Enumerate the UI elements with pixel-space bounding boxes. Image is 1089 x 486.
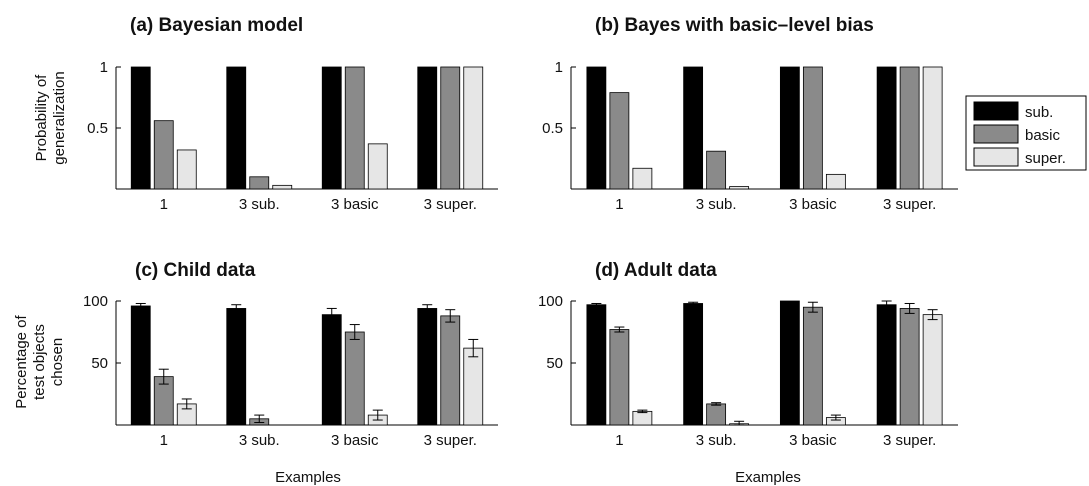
panel-b-ytick-label: 0.5: [542, 120, 563, 137]
panel-c-ytick-label: 50: [91, 355, 108, 372]
panel-c-bar-1-sub: [130, 305, 151, 426]
panel-a-bar-3-basic-sub: [321, 66, 342, 190]
panel-c-bar-3-basic-sub: [321, 314, 342, 426]
panel-a-plot: 0.5 1 1 3 sub. 3 basic 3 super.: [87, 59, 498, 213]
panel-d-bar-3-sub-sub: [683, 303, 704, 426]
panel-d-ytick-label: 100: [538, 293, 563, 310]
legend: sub. basic super.: [965, 95, 1087, 171]
panel-a-ylabel-line-1: Probability of: [33, 74, 50, 162]
panel-b-bar-3-sub-sub: [683, 66, 704, 190]
panel-d-xtick-label-3-sub: 3 sub.: [696, 432, 737, 449]
legend-swatch-sub: [973, 101, 1019, 121]
panel-a-ytick-label: 1: [100, 59, 108, 76]
panel-a-xtick-label-3-super: 3 super.: [424, 196, 477, 213]
panel-d-xlabel: Examples: [735, 469, 801, 486]
panel-a-ylabel-line-2: generalization: [51, 71, 68, 164]
panel-a-xtick-label-1: 1: [160, 196, 168, 213]
panel-c-plot: 50 100 1 3 sub. 3 basic 3 super.: [83, 293, 498, 449]
panel-d-bar-1-super: [632, 410, 653, 426]
panel-c-xtick-label-1: 1: [160, 432, 168, 449]
panel-d-plot: 50 100 1 3 sub. 3 basic 3 super.: [538, 293, 958, 449]
panel-b-bar-3-sub-super: [729, 186, 750, 190]
panel-b-bar-3-super-sub: [876, 66, 897, 190]
panel-d-bar-1-basic: [609, 329, 630, 426]
panel-d-title: (d) Adult data: [595, 260, 717, 281]
panel-a-bar-3-super-super: [463, 66, 484, 190]
panel-b-xtick-label-1: 1: [615, 196, 623, 213]
panel-a-bar-3-super-sub: [417, 66, 438, 190]
panel-c-xtick-label-3-super: 3 super.: [424, 432, 477, 449]
panel-d-bar-3-sub-basic: [706, 403, 727, 426]
panel-c-xtick-label-3-basic: 3 basic: [331, 432, 379, 449]
panel-b-title: (b) Bayes with basic–level bias: [595, 15, 874, 36]
legend-label-sub: sub.: [1025, 104, 1053, 121]
panel-d-bar-1-sub: [586, 304, 607, 426]
panel-c-ytick-label: 100: [83, 293, 108, 310]
panel-d-xtick-label-3-super: 3 super.: [883, 432, 936, 449]
panel-b-bar-3-basic-basic: [802, 66, 823, 190]
panel-d-bar-3-basic-basic: [802, 306, 823, 426]
panel-c-title: (c) Child data: [135, 260, 256, 281]
panel-b-bar-3-sub-basic: [706, 150, 727, 190]
panel-a-bar-1-sub: [130, 66, 151, 190]
panel-a-bar-3-basic-basic: [344, 66, 365, 190]
panel-d-bar-3-basic-sub: [779, 300, 800, 426]
panel-d-bar-3-super-basic: [899, 308, 920, 426]
legend-swatch-basic: [973, 124, 1019, 144]
panel-b-bar-1-super: [632, 167, 653, 190]
panel-a-bar-1-basic: [153, 120, 174, 190]
panel-b-xtick-label-3-basic: 3 basic: [789, 196, 837, 213]
panel-d: (d) Adult data Examples 50 100 1 3 sub. 3 ba…: [538, 260, 958, 486]
panel-a-bar-3-sub-sub: [226, 66, 247, 190]
panel-b-ytick-label: 1: [555, 59, 563, 76]
panel-b-bar-1-basic: [609, 92, 630, 190]
panel-a-bar-3-sub-basic: [249, 176, 270, 190]
panel-b-xtick-label-3-super: 3 super.: [883, 196, 936, 213]
panel-b-bar-3-basic-super: [825, 173, 846, 190]
panel-c-bar-3-basic-basic: [344, 331, 365, 426]
panel-a-xtick-label-3-basic: 3 basic: [331, 196, 379, 213]
panel-a-ytick-label: 0.5: [87, 120, 108, 137]
panel-b-bar-3-super-basic: [899, 66, 920, 190]
legend-label-basic: basic: [1025, 127, 1061, 144]
panel-a-bar-3-super-basic: [440, 66, 461, 190]
panel-c-ylabel-line-3: chosen: [49, 338, 66, 386]
panel-c-bar-3-super-sub: [417, 308, 438, 426]
panel-c-bar-3-sub-sub: [226, 308, 247, 426]
panel-b-xtick-label-3-sub: 3 sub.: [696, 196, 737, 213]
panel-b-bar-1-sub: [586, 66, 607, 190]
panel-d-xtick-label-1: 1: [615, 432, 623, 449]
panel-c-xtick-label-3-sub: 3 sub.: [239, 432, 280, 449]
panel-b-bar-3-basic-sub: [779, 66, 800, 190]
legend-label-super: super.: [1025, 150, 1066, 167]
panel-d-xtick-label-3-basic: 3 basic: [789, 432, 837, 449]
panel-b: (b) Bayes with basic–level bias 0.5 1 1 3 s…: [542, 15, 958, 213]
panel-d-ytick-label: 50: [546, 355, 563, 372]
panel-b-plot: 0.5 1 1 3 sub. 3 basic 3 super.: [542, 59, 958, 213]
panel-a-bar-1-super: [176, 149, 197, 190]
panel-c-bar-3-super-super: [463, 347, 484, 426]
panel-d-bar-3-super-super: [922, 314, 943, 426]
panel-a: (a) Bayesian model Probability of genera…: [33, 15, 498, 213]
panel-a-bar-3-sub-super: [272, 184, 293, 190]
panel-c-xlabel: Examples: [275, 469, 341, 486]
panel-a-bar-3-basic-super: [367, 143, 388, 190]
panel-a-title: (a) Bayesian model: [130, 15, 303, 36]
panel-c: (c) Child data Percentage of test object…: [13, 260, 498, 486]
panel-b-bar-3-super-super: [922, 66, 943, 190]
panel-c-ylabel-line-2: test objects: [31, 324, 48, 400]
panel-c-ylabel-line-1: Percentage of: [13, 314, 30, 408]
panel-c-bar-3-super-basic: [440, 315, 461, 426]
legend-swatch-super: [973, 147, 1019, 167]
panel-a-xtick-label-3-sub: 3 sub.: [239, 196, 280, 213]
panel-d-bar-3-super-sub: [876, 304, 897, 426]
